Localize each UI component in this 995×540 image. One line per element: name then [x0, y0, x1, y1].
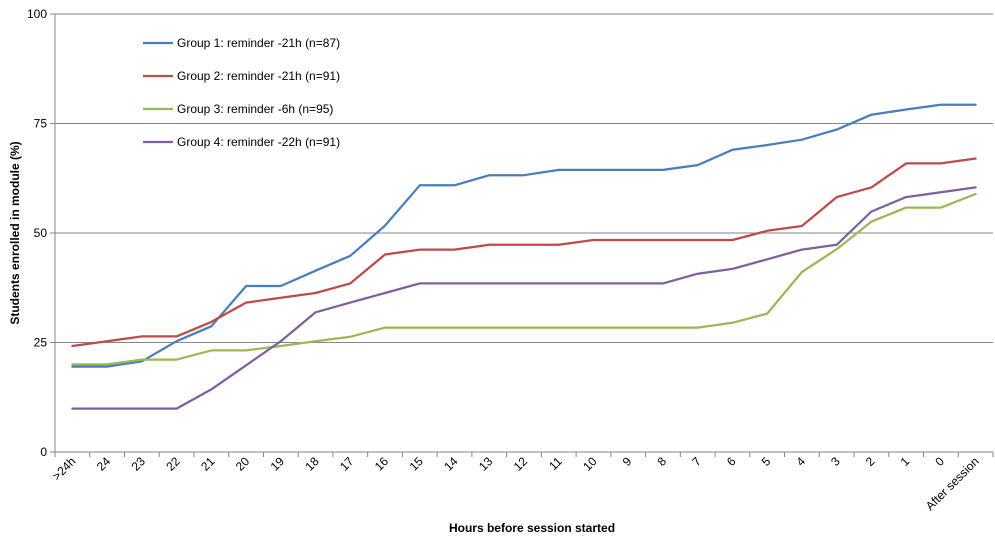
series-lines: [71, 103, 977, 410]
x-tick-label: 20: [233, 454, 253, 474]
x-tick-label: 11: [546, 454, 565, 473]
legend-entry: Group 4: reminder -22h (n=91): [177, 135, 340, 149]
x-tick-label: 10: [580, 454, 600, 474]
x-tick-label: After session: [923, 454, 982, 513]
x-tick-label: 15: [407, 454, 427, 474]
x-tick-labels: >24h 24 23 22 21 20 19 18 17 16 15 14 13 12 11 10 9 8 7 6 5 4…: [49, 454, 981, 513]
x-tick-label: 2: [863, 454, 878, 469]
x-tick-label: 16: [372, 454, 392, 474]
x-tick-label: 22: [163, 454, 183, 474]
y-tick-label: 0: [40, 445, 47, 459]
y-axis-label: Students enrolled in module (%): [8, 141, 22, 324]
x-tick-label: 14: [441, 454, 461, 474]
x-tick-label: 24: [94, 454, 114, 474]
series-line: [71, 186, 977, 410]
y-tick-label: 25: [34, 336, 48, 350]
x-tick-label: 7: [689, 454, 704, 469]
y-tick-label: 50: [34, 226, 48, 240]
x-tick-label: 3: [828, 454, 843, 469]
x-tick-label: 0: [932, 454, 947, 469]
legend-entry: Group 2: reminder -21h (n=91): [177, 69, 340, 83]
series-line: [71, 157, 977, 348]
legend-entry: Group 3: reminder -6h (n=95): [177, 102, 333, 116]
x-tick-label: 1: [898, 454, 913, 469]
x-tick-label: 9: [620, 454, 635, 469]
series-line: [71, 192, 977, 366]
x-tick-label: 13: [476, 454, 496, 474]
x-tick-label: >24h: [49, 454, 78, 483]
x-tick-label: 12: [511, 454, 531, 474]
gridlines: [55, 13, 993, 343]
legend-entry: Group 1: reminder -21h (n=87): [177, 36, 340, 50]
x-tick-label: 4: [793, 454, 808, 469]
x-tick-label: 17: [337, 454, 357, 474]
legend: Group 1: reminder -21h (n=87) Group 2: re…: [143, 36, 340, 149]
x-tick-label: 6: [724, 454, 739, 469]
x-axis-label: Hours before session started: [449, 521, 615, 535]
x-tick-label: 19: [268, 454, 288, 474]
x-tick-label: 21: [198, 454, 218, 474]
y-tick-label: 100: [27, 7, 47, 21]
series-line: [71, 103, 977, 368]
x-tick-label: 18: [302, 454, 322, 474]
x-tick-label: 23: [129, 454, 149, 474]
x-tick-label: 8: [654, 454, 669, 469]
axes: [50, 13, 994, 457]
x-tick-label: 5: [759, 454, 774, 469]
y-tick-label: 75: [34, 117, 48, 131]
y-tick-labels: 0 25 50 75 100: [27, 7, 47, 459]
